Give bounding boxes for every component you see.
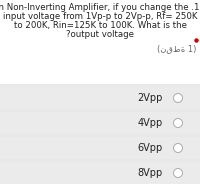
Circle shape (174, 169, 182, 178)
Text: In Non-Inverting Amplifier, if you change the .16: In Non-Inverting Amplifier, if you chang… (0, 3, 200, 12)
Circle shape (174, 144, 182, 153)
Text: 8Vpp: 8Vpp (138, 168, 163, 178)
FancyBboxPatch shape (0, 162, 200, 184)
FancyBboxPatch shape (0, 137, 200, 159)
Text: (نقطة 1): (نقطة 1) (157, 44, 196, 53)
Text: ?output voltage: ?output voltage (66, 30, 134, 39)
Circle shape (174, 93, 182, 102)
Text: 2Vpp: 2Vpp (138, 93, 163, 103)
FancyBboxPatch shape (0, 87, 200, 109)
Text: to 200K, Rin=125K to 100K. What is the: to 200K, Rin=125K to 100K. What is the (14, 21, 186, 30)
Circle shape (174, 118, 182, 128)
FancyBboxPatch shape (0, 0, 200, 84)
Text: input voltage from 1Vp-p to 2Vp-p, Rf= 250K: input voltage from 1Vp-p to 2Vp-p, Rf= 2… (3, 12, 197, 21)
Text: 6Vpp: 6Vpp (138, 143, 163, 153)
FancyBboxPatch shape (0, 112, 200, 134)
Text: 4Vpp: 4Vpp (138, 118, 163, 128)
